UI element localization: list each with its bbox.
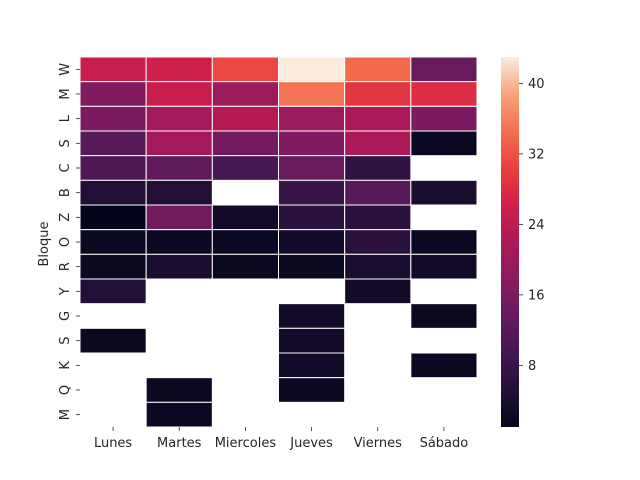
heatmap-cell	[278, 105, 346, 132]
heatmap-cell	[79, 229, 147, 255]
heatmap-cell	[79, 278, 147, 305]
y-tick-label: C	[58, 163, 73, 172]
heatmap-cell	[145, 130, 213, 157]
heatmap-cell	[410, 352, 478, 379]
y-axis-label: Bloque	[37, 222, 52, 267]
heatmap-cell	[211, 253, 279, 280]
heatmap-cell	[344, 130, 412, 157]
y-tick-label: S	[58, 337, 73, 345]
heatmap-cell	[278, 130, 346, 157]
heatmap-cell	[211, 56, 279, 83]
heatmap-cell	[79, 253, 147, 280]
heatmap-cell	[410, 81, 478, 107]
heatmap-cell	[278, 327, 346, 354]
y-tick-label: O	[58, 237, 73, 247]
y-tick-label: M	[58, 409, 73, 420]
heatmap-cell	[145, 204, 213, 231]
heatmap-cell	[278, 352, 346, 379]
y-tick-label: R	[58, 262, 73, 271]
heatmap-cell	[344, 278, 412, 305]
heatmap-cell	[278, 81, 346, 107]
heatmap-cell	[344, 105, 412, 132]
heatmap-cell	[211, 105, 279, 132]
heatmap-cell	[145, 105, 213, 132]
heatmap-cell	[410, 229, 478, 255]
heatmap-cell	[79, 130, 147, 157]
heatmap-cell	[410, 56, 478, 83]
heatmap-cell	[278, 179, 346, 206]
heatmap-cell	[211, 229, 279, 255]
heatmap-cell	[278, 229, 346, 255]
x-axis: Lunes Martes Miercoles Jueves Viernes Sábado	[94, 427, 468, 451]
heatmap-cells	[79, 56, 478, 428]
y-tick-label: K	[58, 361, 73, 370]
heatmap-cell	[211, 81, 279, 107]
y-tick-label: M	[58, 88, 73, 99]
colorbar-tick-label: 40	[528, 77, 545, 92]
y-tick-label: Y	[58, 287, 73, 296]
x-tick-label: Sábado	[420, 436, 469, 451]
heatmap-cell	[145, 253, 213, 280]
heatmap-cell	[79, 327, 147, 354]
x-tick-label: Lunes	[94, 436, 132, 451]
heatmap-cell	[145, 229, 213, 255]
heatmap-cell	[278, 56, 346, 83]
colorbar-gradient	[501, 57, 519, 427]
x-tick-label: Miercoles	[215, 436, 277, 451]
heatmap-cell	[344, 81, 412, 107]
y-tick-label: W	[58, 63, 73, 76]
y-axis: W M L S C B Z O R Y G S K Q M	[58, 63, 80, 420]
y-tick-label: Z	[58, 213, 73, 222]
heatmap-cell	[344, 229, 412, 255]
heatmap-cell	[79, 81, 147, 107]
heatmap-cell	[211, 204, 279, 231]
heatmap-cell	[211, 130, 279, 157]
heatmap-cell	[344, 179, 412, 206]
colorbar-tick-label: 16	[528, 288, 545, 303]
heatmap-cell	[79, 179, 147, 206]
heatmap-cell	[79, 155, 147, 181]
heatmap-cell	[145, 56, 213, 83]
y-tick-label: S	[58, 139, 73, 147]
heatmap-cell	[211, 155, 279, 181]
heatmap-cell	[410, 179, 478, 206]
heatmap-cell	[344, 56, 412, 83]
heatmap-cell	[79, 105, 147, 132]
heatmap-cell	[278, 155, 346, 181]
heatmap-cell	[344, 253, 412, 280]
heatmap-cell	[79, 56, 147, 83]
heatmap-cell	[145, 179, 213, 206]
colorbar: 8 16 24 32 40	[501, 57, 545, 427]
colorbar-tick-label: 32	[528, 147, 545, 162]
heatmap-cell	[278, 303, 346, 329]
heatmap-cell	[344, 155, 412, 181]
heatmap-cell	[410, 105, 478, 132]
heatmap-cell	[410, 130, 478, 157]
heatmap-cell	[278, 204, 346, 231]
heatmap-cell	[344, 204, 412, 231]
x-tick-label: Martes	[157, 436, 202, 451]
y-tick-label: Q	[58, 385, 73, 395]
heatmap-cell	[145, 155, 213, 181]
x-tick-label: Viernes	[354, 436, 403, 451]
heatmap-cell	[410, 303, 478, 329]
heatmap-cell	[410, 253, 478, 280]
heatmap-cell	[278, 377, 346, 403]
heatmap-cell	[278, 253, 346, 280]
y-tick-label: G	[58, 311, 73, 321]
colorbar-tick-label: 24	[528, 218, 545, 233]
y-tick-label: B	[58, 188, 73, 197]
y-tick-label: L	[58, 114, 73, 122]
heatmap-cell	[145, 81, 213, 107]
x-tick-label: Jueves	[289, 436, 333, 451]
heatmap-cell	[145, 401, 213, 428]
heatmap-cell	[145, 377, 213, 403]
heatmap-cell	[79, 204, 147, 231]
colorbar-tick-label: 8	[528, 359, 536, 374]
